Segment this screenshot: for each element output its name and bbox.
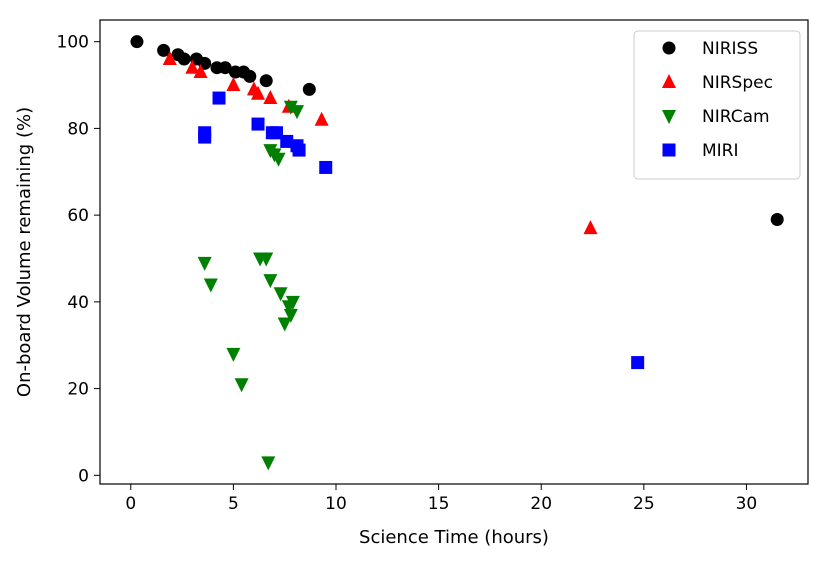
series-miri <box>198 91 645 370</box>
niriss-point <box>259 74 273 88</box>
niriss-point <box>157 43 171 57</box>
y-tick-label: 100 <box>57 33 89 53</box>
nirspec-point <box>583 220 598 235</box>
nircam-point <box>226 347 241 362</box>
niriss-point <box>243 69 257 83</box>
niriss-point <box>218 61 232 75</box>
niriss-point <box>302 82 316 96</box>
niriss-point <box>177 52 191 66</box>
nircam-point <box>261 456 276 471</box>
y-tick-label: 80 <box>67 119 89 139</box>
nircam-point <box>259 252 274 267</box>
y-tick-label: 60 <box>67 206 89 226</box>
nircam-point <box>273 287 288 302</box>
series-niriss <box>130 35 784 226</box>
x-axis-ticks: 0 5 10 15 20 25 30 <box>125 484 757 514</box>
nircam-point <box>290 105 305 120</box>
legend-label-nirspec: NIRSpec <box>702 73 773 93</box>
nircam-point <box>285 295 300 310</box>
y-tick-label: 40 <box>67 293 89 313</box>
y-tick-label: 20 <box>67 380 89 400</box>
x-tick-label: 10 <box>325 494 347 514</box>
nirspec-point <box>193 64 208 79</box>
nircam-point <box>283 100 298 115</box>
x-tick-label: 15 <box>428 494 450 514</box>
x-tick-label: 25 <box>633 494 655 514</box>
miri-point <box>280 134 294 148</box>
x-tick-label: 5 <box>228 494 239 514</box>
x-axis-title: Science Time (hours) <box>359 527 549 548</box>
miri-point <box>269 126 283 140</box>
nirspec-point <box>251 85 266 100</box>
nircam-point <box>283 308 298 323</box>
legend-marker-nirspec <box>662 74 676 88</box>
niriss-point <box>130 35 144 49</box>
plot-area-frame <box>99 19 809 485</box>
legend-label-nircam: NIRCam <box>702 107 770 127</box>
miri-point <box>631 356 645 370</box>
nirspec-point <box>226 77 241 92</box>
data-points <box>130 35 784 471</box>
nirspec-point <box>185 59 200 74</box>
niriss-point <box>770 212 784 226</box>
miri-point <box>212 91 226 105</box>
series-nirspec <box>162 51 598 235</box>
y-axis-ticks: 0 20 40 60 80 100 <box>57 33 100 486</box>
nircam-point <box>203 278 218 293</box>
nircam-point <box>263 274 278 289</box>
miri-point <box>292 143 306 157</box>
x-tick-label: 0 <box>125 494 136 514</box>
miri-point <box>198 130 212 144</box>
nirspec-point <box>263 90 278 105</box>
legend-marker-nircam <box>662 110 676 124</box>
y-axis-title: On-board Volume remaining (%) <box>14 107 35 397</box>
series-nircam <box>197 100 305 471</box>
nircam-point <box>277 317 292 332</box>
x-tick-label: 30 <box>736 494 758 514</box>
legend-box <box>633 30 801 180</box>
y-tick-label: 0 <box>78 466 89 486</box>
miri-point <box>319 160 333 174</box>
legend-label-niriss: NIRISS <box>702 39 758 59</box>
nircam-point <box>197 256 212 271</box>
legend: NIRISS NIRSpec NIRCam MIRI <box>633 30 801 180</box>
nirspec-point <box>162 51 177 66</box>
nircam-point <box>234 378 249 393</box>
nirspec-point <box>314 111 329 126</box>
legend-marker-miri <box>662 143 676 157</box>
legend-label-miri: MIRI <box>702 141 739 161</box>
miri-point <box>251 117 265 131</box>
nircam-point <box>271 152 286 167</box>
x-tick-label: 20 <box>530 494 552 514</box>
legend-marker-niriss <box>662 41 676 55</box>
